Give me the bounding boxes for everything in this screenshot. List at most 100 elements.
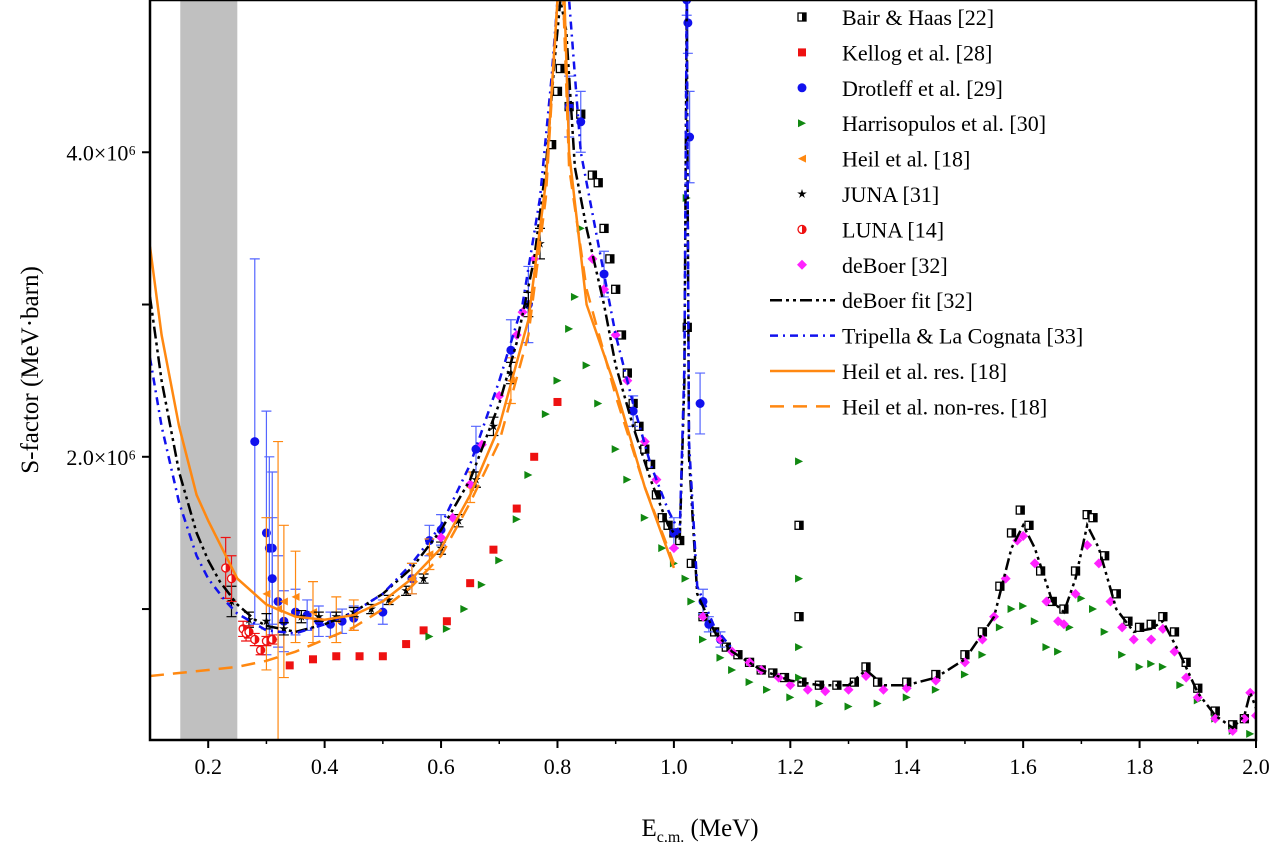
legend-label: Bair & Haas [22] — [842, 5, 994, 30]
data-point — [1158, 662, 1167, 671]
x-tick-label: 0.6 — [427, 754, 455, 779]
data-point — [1239, 713, 1250, 724]
data-point — [623, 475, 632, 484]
data-point — [1158, 612, 1168, 622]
data-point — [843, 684, 854, 695]
data-point — [582, 361, 591, 370]
data-point — [594, 399, 603, 408]
data-point — [565, 324, 574, 333]
x-tick-label: 1.2 — [777, 754, 805, 779]
data-point — [1006, 528, 1017, 538]
legend: Bair & Haas [22] Kellog et al. [28] Drotle… — [770, 5, 1083, 419]
y-tick-label: 4.0×10⁶ — [66, 140, 136, 165]
legend-marker — [797, 224, 807, 235]
data-point — [1100, 551, 1110, 561]
data-point — [541, 410, 550, 419]
data-point — [1105, 596, 1116, 607]
legend-marker — [797, 189, 807, 198]
data-point — [785, 680, 796, 691]
data-point — [221, 563, 231, 573]
data-point — [436, 532, 447, 543]
data-point — [425, 550, 434, 559]
data-point — [1041, 596, 1052, 607]
data-point — [555, 63, 566, 74]
data-point — [599, 269, 609, 279]
data-point — [658, 544, 667, 553]
data-point — [267, 574, 277, 584]
legend-label: Tripella & La Cognata [33] — [842, 324, 1083, 349]
data-point — [285, 661, 294, 670]
data-point — [878, 684, 889, 695]
data-point — [1054, 647, 1063, 656]
data-point — [378, 652, 387, 661]
data-point — [668, 543, 679, 554]
plot-frame — [148, 0, 1258, 742]
data-point — [314, 611, 324, 621]
legend-item-harrisopulos-et-al-30: Harrisopulos et al. [30] — [798, 111, 1046, 136]
data-point — [442, 617, 451, 626]
legend-marker — [798, 119, 806, 128]
data-point — [681, 574, 690, 583]
y-axis-title: S-factor (MeV·barn) — [17, 266, 44, 474]
data-point — [794, 612, 804, 622]
series-drotleff-et-al-29 — [249, 0, 726, 656]
data-point — [716, 653, 725, 662]
data-point — [1169, 627, 1180, 637]
data-point — [552, 86, 563, 97]
legend-label: Heil et al. res. [18] — [842, 359, 1007, 384]
data-point — [512, 515, 521, 524]
data-point — [1015, 505, 1025, 515]
legend-label: Heil et al. [18] — [842, 147, 970, 172]
data-point — [1082, 540, 1093, 551]
plot-area — [150, 0, 1256, 740]
data-point — [1019, 602, 1028, 611]
data-point — [1058, 619, 1069, 630]
x-tick-label: 0.4 — [311, 754, 339, 779]
data-point — [1123, 616, 1133, 626]
legend-label: JUNA [31] — [842, 182, 939, 207]
data-point — [523, 299, 534, 309]
data-point — [763, 685, 772, 694]
data-point — [279, 597, 288, 606]
data-point — [1117, 622, 1128, 633]
series-harrisopulos-et-al-30 — [425, 193, 1255, 738]
data-point — [1030, 617, 1039, 626]
data-point — [795, 673, 804, 682]
data-point — [442, 624, 451, 633]
data-point — [1128, 634, 1139, 645]
data-point — [1176, 681, 1185, 690]
data-point — [308, 655, 317, 664]
data-point — [960, 670, 969, 679]
x-tick-label: 0.2 — [194, 754, 222, 779]
series-heil-et-al-18 — [261, 357, 516, 740]
data-point — [1210, 713, 1221, 724]
data-point — [930, 675, 941, 686]
data-point — [332, 652, 341, 661]
data-point — [1193, 683, 1203, 693]
data-point — [262, 589, 271, 598]
data-point — [495, 556, 504, 565]
data-point — [745, 678, 754, 687]
legend-item-heil-et-al-res-18: Heil et al. res. [18] — [770, 359, 1007, 384]
data-point — [331, 611, 341, 621]
data-point — [698, 611, 708, 622]
data-point — [1227, 725, 1238, 736]
legend-item-bair-haas-22: Bair & Haas [22] — [797, 5, 994, 30]
data-point — [795, 574, 804, 583]
data-point — [418, 573, 429, 583]
legend-label: Harrisopulos et al. [30] — [842, 111, 1046, 136]
series-kellog-et-al-28 — [285, 397, 562, 670]
data-point — [695, 398, 705, 408]
data-point — [402, 640, 411, 649]
data-point — [795, 457, 804, 466]
data-point — [815, 699, 824, 708]
data-point — [902, 693, 911, 702]
data-point — [593, 178, 603, 188]
data-point — [401, 585, 411, 595]
shaded-region — [180, 0, 238, 740]
data-point — [1134, 622, 1145, 632]
data-point — [1245, 687, 1256, 698]
data-point — [844, 702, 853, 711]
data-point — [255, 645, 266, 655]
